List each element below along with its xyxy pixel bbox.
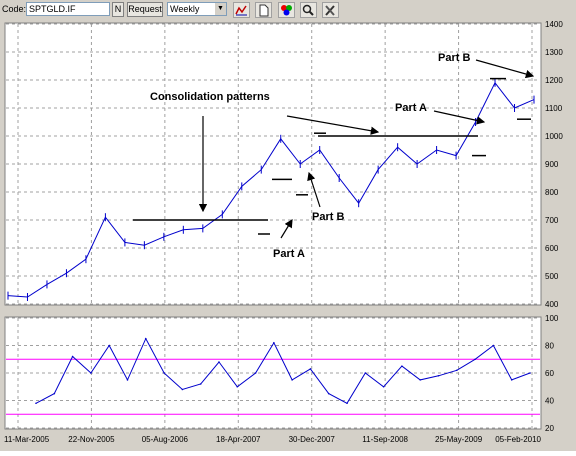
code-input[interactable]: SPTGLD.IF — [26, 2, 110, 16]
price-y-tick-label: 600 — [545, 244, 559, 253]
osc-point — [71, 355, 74, 358]
price-series-line — [7, 81, 535, 298]
x-tick-label: 18-Apr-2007 — [216, 435, 261, 444]
osc-point — [218, 361, 220, 363]
osc-point — [53, 392, 56, 395]
x-tick-label: 11-Mar-2005 — [4, 435, 50, 444]
x-tick-label: 05-Feb-2010 — [495, 435, 541, 444]
consolidation-arrow-2 — [286, 115, 380, 135]
x-tick-label: 05-Aug-2006 — [142, 435, 189, 444]
part-b-arrow-1 — [307, 171, 321, 208]
tools-icon[interactable] — [322, 2, 339, 18]
osc-y-tick-label: 100 — [545, 314, 559, 323]
osc-point — [181, 388, 184, 391]
osc-y-tick-label: 20 — [545, 424, 554, 433]
price-y-tick-label: 1100 — [545, 104, 563, 113]
osc-point — [199, 383, 202, 385]
price-y-tick-label: 500 — [545, 272, 559, 281]
osc-point — [382, 385, 385, 388]
osc-point — [273, 341, 275, 344]
x-tick-label: 11-Sep-2008 — [362, 435, 408, 444]
part-b-label-2: Part B — [438, 52, 470, 64]
part-a-label-1: Part A — [273, 248, 305, 260]
osc-point — [510, 379, 513, 381]
osc-point — [529, 372, 531, 374]
price-y-tick-label: 700 — [545, 216, 559, 225]
x-tick-label: 22-Nov-2005 — [68, 435, 115, 444]
osc-point — [144, 337, 147, 340]
chart-svg[interactable]: Consolidation patterns Part A Part B Part A… — [0, 20, 576, 451]
part-b-arrow-2 — [475, 59, 535, 79]
osc-point — [126, 379, 129, 381]
part-a-arrow-1 — [280, 218, 293, 239]
osc-point — [346, 402, 348, 405]
new-page-icon[interactable] — [255, 2, 272, 18]
x-tick-label: 30-Dec-2007 — [289, 435, 336, 444]
price-y-tick-label: 800 — [545, 188, 559, 197]
osc-point — [437, 374, 440, 377]
osc-point — [419, 379, 422, 381]
osc-y-tick-label: 80 — [545, 342, 554, 351]
osc-point — [327, 392, 330, 395]
osc-point — [163, 372, 165, 374]
osc-point — [254, 372, 257, 374]
osc-series-line — [35, 337, 531, 404]
price-y-tick-label: 1200 — [545, 76, 563, 85]
osc-point — [35, 402, 37, 405]
osc-point — [309, 368, 312, 370]
chart-style-icon[interactable] — [233, 2, 250, 18]
zoom-icon[interactable] — [300, 2, 317, 18]
toolbar: Code: SPTGLD.IF N Request Weekly ▼ — [0, 0, 576, 21]
price-y-tick-label: 1000 — [545, 132, 563, 141]
osc-y-tick-label: 40 — [545, 397, 554, 406]
part-b-label-1: Part B — [312, 211, 344, 223]
osc-point — [456, 369, 458, 372]
chart-area: Consolidation patterns Part A Part B Part A… — [0, 20, 576, 451]
osc-point — [236, 385, 239, 388]
price-y-tick-label: 1300 — [545, 48, 563, 57]
code-label: Code: — [2, 4, 27, 14]
n-button[interactable]: N — [112, 2, 124, 17]
osc-point — [492, 344, 495, 347]
part-a-label-2: Part A — [395, 102, 427, 114]
osc-point — [474, 358, 476, 361]
period-value: Weekly — [170, 4, 200, 14]
color-palette-icon[interactable] — [278, 2, 295, 18]
osc-y-tick-label: 60 — [545, 369, 554, 378]
consolidation-label: Consolidation patterns — [150, 91, 270, 103]
request-button[interactable]: Request — [127, 2, 163, 17]
period-select[interactable]: Weekly ▼ — [167, 2, 227, 16]
part-a-arrow-2 — [433, 110, 486, 125]
osc-point — [291, 379, 293, 381]
x-tick-label: 25-May-2009 — [435, 435, 483, 444]
osc-point — [401, 365, 403, 367]
chevron-down-icon[interactable]: ▼ — [215, 3, 226, 15]
price-y-tick-label: 1400 — [545, 20, 563, 29]
price-y-tick-label: 400 — [545, 300, 559, 309]
osc-point — [108, 344, 110, 347]
osc-point — [364, 372, 367, 374]
price-y-tick-label: 900 — [545, 160, 559, 169]
osc-point — [90, 372, 92, 374]
